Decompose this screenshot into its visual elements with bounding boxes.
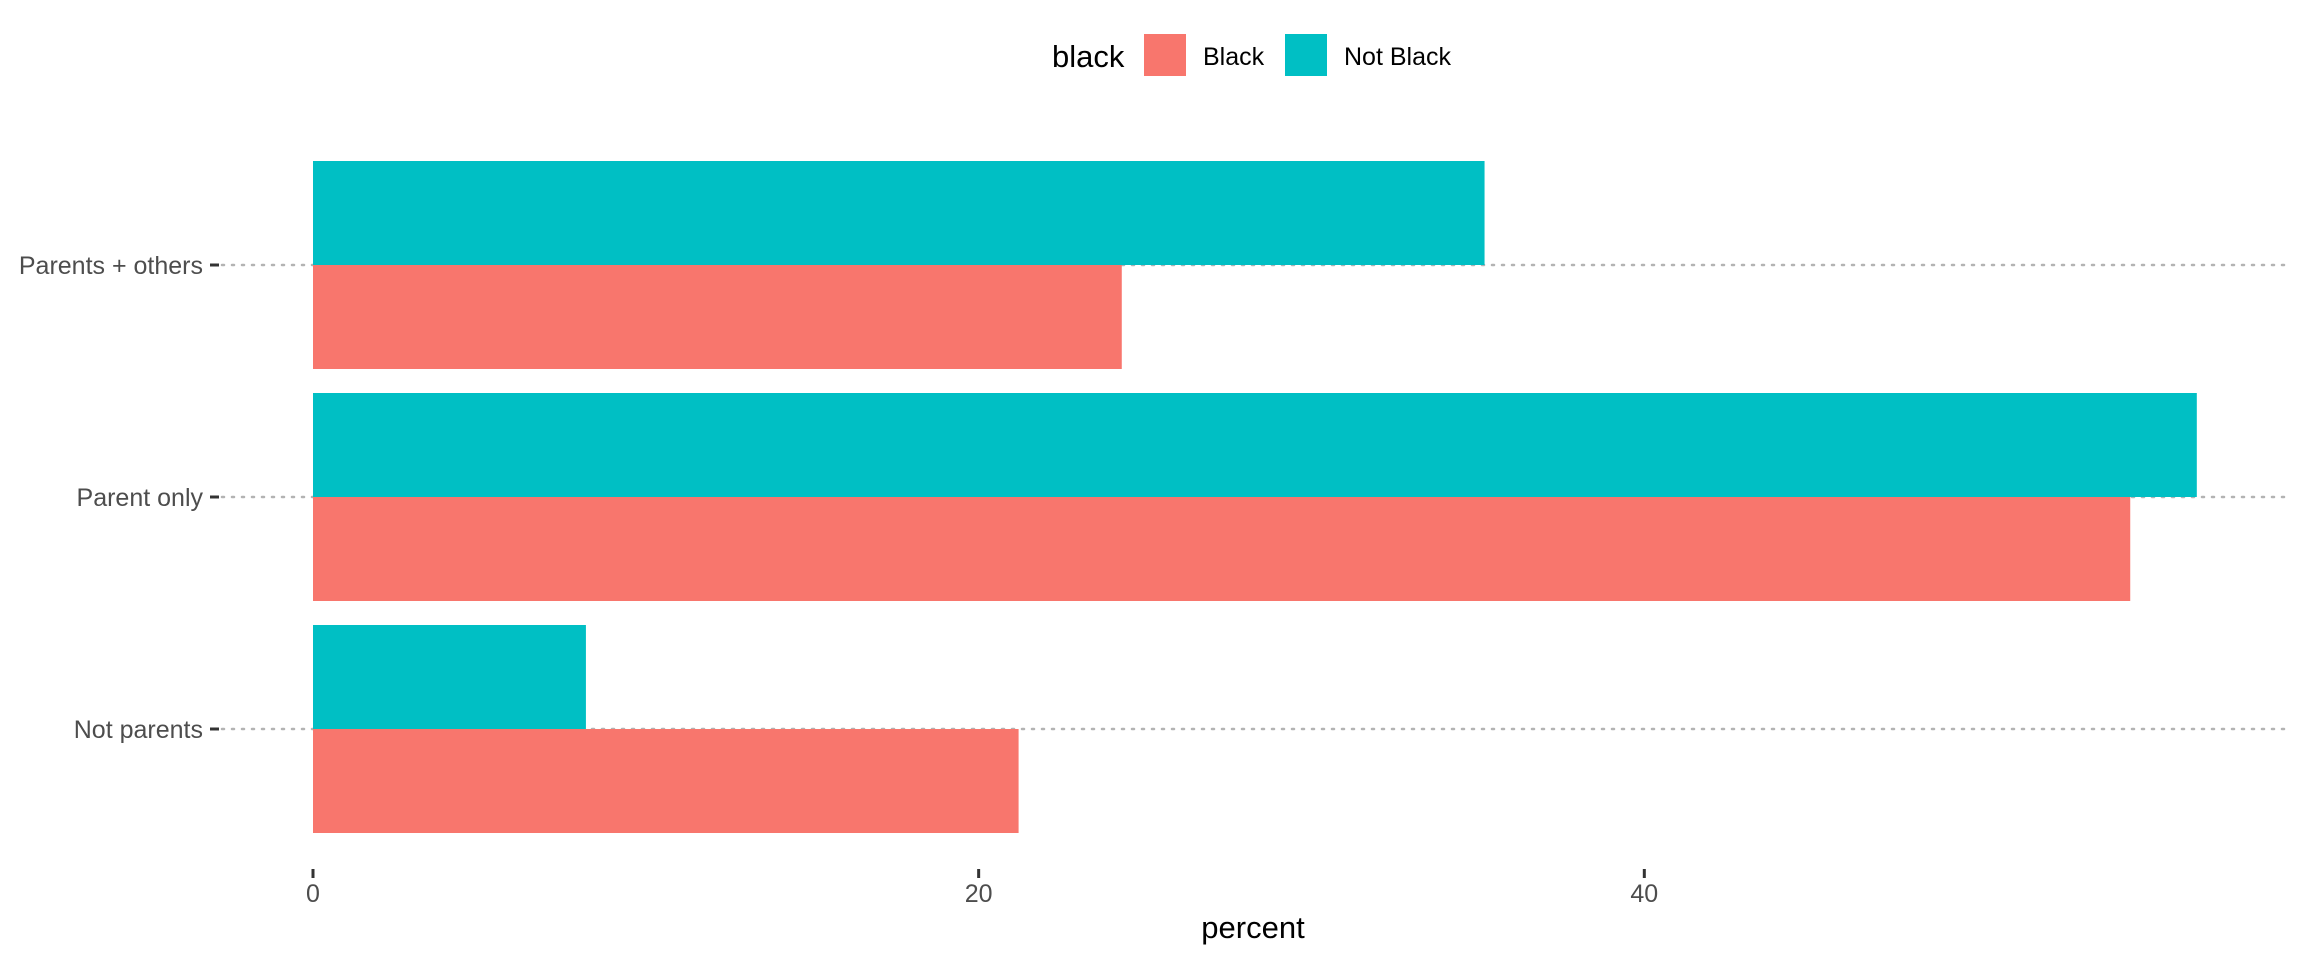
bars — [313, 161, 2197, 833]
legend-label: Black — [1203, 43, 1265, 71]
legend-key-black — [1144, 34, 1186, 76]
y-tick-label: Parents + others — [19, 252, 203, 280]
bar-not-black — [313, 393, 2197, 497]
bar-not-black — [313, 625, 586, 729]
x-tick-label: 0 — [306, 880, 320, 908]
y-tick-label: Not parents — [74, 716, 203, 744]
legend-key-not-black — [1285, 34, 1327, 76]
x-tick-label: 20 — [965, 880, 993, 908]
x-tick-label: 40 — [1630, 880, 1658, 908]
bar-black — [313, 497, 2131, 601]
bar-black — [313, 265, 1122, 369]
y-axis: Not parents Parent only Parents + others — [19, 252, 219, 744]
legend-label: Not Black — [1344, 43, 1451, 71]
bar-black — [313, 729, 1019, 833]
legend-title: black — [1052, 39, 1125, 74]
x-axis-title: percent — [1201, 910, 1305, 945]
x-axis: 0 20 40 — [306, 869, 1658, 908]
legend-items: Black Not Black — [1144, 34, 1451, 76]
bar-not-black — [313, 161, 1485, 265]
y-tick-label: Parent only — [77, 484, 204, 512]
legend: black Black Not Black — [1052, 34, 1451, 76]
